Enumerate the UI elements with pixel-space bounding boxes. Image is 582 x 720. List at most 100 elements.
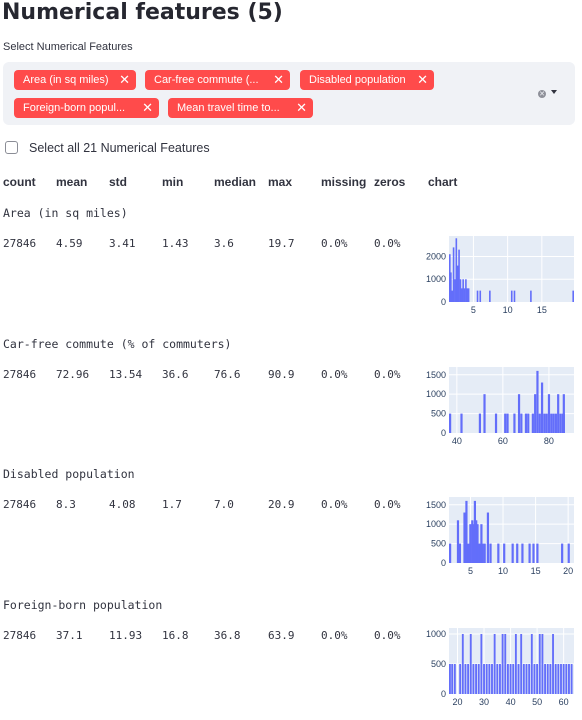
feature-multiselect[interactable]: Area (in sq miles) ✕ Car-free commute (.… [3, 62, 575, 125]
histogram-bar [475, 664, 477, 694]
header-median: median [214, 175, 257, 189]
histogram-bar [565, 664, 568, 694]
histogram-bar [465, 500, 468, 563]
histogram-bar [517, 394, 521, 433]
value-max: 19.7 [268, 237, 295, 250]
histogram-bar [506, 413, 509, 433]
histogram-bar [540, 382, 544, 433]
select-all-checkbox[interactable] [5, 141, 18, 154]
histogram-bar [536, 543, 539, 563]
histogram-bar [454, 279, 456, 302]
x-tick-label: 20 [563, 566, 573, 576]
x-tick-label: 5 [471, 305, 476, 315]
histogram-bar [538, 413, 541, 433]
value-min: 1.7 [162, 498, 182, 511]
histogram-chart[interactable]: 0 1000 2000 5 10 15 [416, 230, 578, 320]
histogram-bar [476, 290, 479, 302]
histogram-bar [544, 664, 547, 694]
histogram-bar [513, 290, 516, 302]
remove-tag-icon[interactable]: ✕ [296, 100, 307, 115]
histogram-bar [483, 664, 485, 694]
histogram-bar [455, 238, 458, 302]
x-tick-label: 10 [498, 566, 508, 576]
histogram-bar [489, 290, 491, 302]
histogram-bar [530, 290, 532, 302]
value-std: 4.08 [109, 498, 136, 511]
feature-name: Disabled population [3, 467, 135, 481]
value-std: 11.93 [109, 629, 143, 642]
remove-tag-icon[interactable]: ✕ [119, 72, 130, 87]
x-tick-label: 15 [537, 305, 547, 315]
tag-travel-time: Mean travel time to... ✕ [168, 98, 313, 118]
histogram-bar [460, 413, 463, 433]
histogram-chart[interactable]: 0 500 1000 20 30 40 50 60 [416, 622, 578, 712]
histogram-bar [520, 413, 523, 433]
histogram-bar [464, 664, 467, 694]
value-median: 76.6 [214, 368, 241, 381]
histogram-bar [509, 664, 512, 694]
chevron-down-icon[interactable] [551, 90, 557, 94]
histogram-bar [546, 664, 549, 694]
histogram-bar [536, 370, 539, 433]
histogram-bar [554, 413, 557, 433]
histogram-bar [459, 664, 462, 694]
histogram-bar [562, 413, 565, 433]
histogram-bar [480, 634, 483, 694]
clear-all-icon[interactable]: ✕ [538, 90, 546, 98]
histogram-bar [493, 634, 496, 694]
histogram-bar [538, 634, 541, 694]
histogram-bar [467, 664, 470, 694]
histogram-bar [527, 413, 530, 433]
histogram-bar [458, 249, 460, 302]
histogram-bar [570, 664, 573, 694]
histogram-bar [533, 664, 536, 694]
value-missing: 0.0% [321, 498, 348, 511]
remove-tag-icon[interactable]: ✕ [273, 72, 284, 87]
y-tick-label: 1000 [426, 519, 446, 529]
value-max: 20.9 [268, 498, 295, 511]
histogram-bar [467, 288, 470, 302]
remove-tag-icon[interactable]: ✕ [417, 72, 428, 87]
remove-tag-icon[interactable]: ✕ [142, 100, 153, 115]
value-std: 13.54 [109, 368, 143, 381]
histogram-chart[interactable]: 0 500 1000 1500 5 10 15 20 [416, 491, 578, 581]
value-median: 7.0 [214, 498, 234, 511]
x-tick-label: 60 [498, 436, 508, 446]
histogram-bar [449, 664, 451, 694]
histogram-chart[interactable]: 0 500 1000 1500 40 60 80 [416, 361, 578, 451]
y-tick-label: 500 [431, 539, 446, 549]
histogram-bar [459, 279, 462, 302]
select-label: Select Numerical Features [3, 41, 133, 53]
value-count: 27846 [3, 629, 37, 642]
tag-label: Disabled population [309, 74, 406, 86]
histogram-bar [465, 279, 467, 302]
feature-name: Area (in sq miles) [3, 206, 128, 220]
histogram-bar [510, 290, 513, 302]
histogram-bar [559, 413, 562, 433]
histogram-bar [530, 634, 533, 694]
histogram-bar [567, 543, 570, 563]
x-tick-label: 30 [479, 697, 489, 707]
histogram-bar [513, 413, 516, 433]
histogram-bar [550, 413, 553, 433]
histogram-bar [466, 288, 469, 302]
histogram-bar [491, 664, 493, 694]
histogram-bar [560, 664, 562, 694]
histogram-bar [557, 394, 560, 433]
histogram-bar [528, 664, 531, 694]
value-max: 90.9 [268, 368, 295, 381]
header-min: min [162, 175, 184, 189]
histogram-bar [449, 543, 452, 563]
histogram-bar [489, 543, 492, 563]
histogram-bar [549, 664, 552, 694]
histogram-bar [481, 543, 484, 563]
histogram-bar [485, 664, 488, 694]
histogram-bar [524, 413, 528, 433]
y-tick-label: 500 [431, 659, 446, 669]
histogram-bar [521, 543, 524, 563]
histogram-bar [517, 664, 520, 694]
value-mean: 4.59 [56, 237, 83, 250]
histogram-bar [522, 664, 525, 694]
select-all-label[interactable]: Select all 21 Numerical Features [29, 141, 210, 155]
histogram-bar [536, 664, 539, 694]
